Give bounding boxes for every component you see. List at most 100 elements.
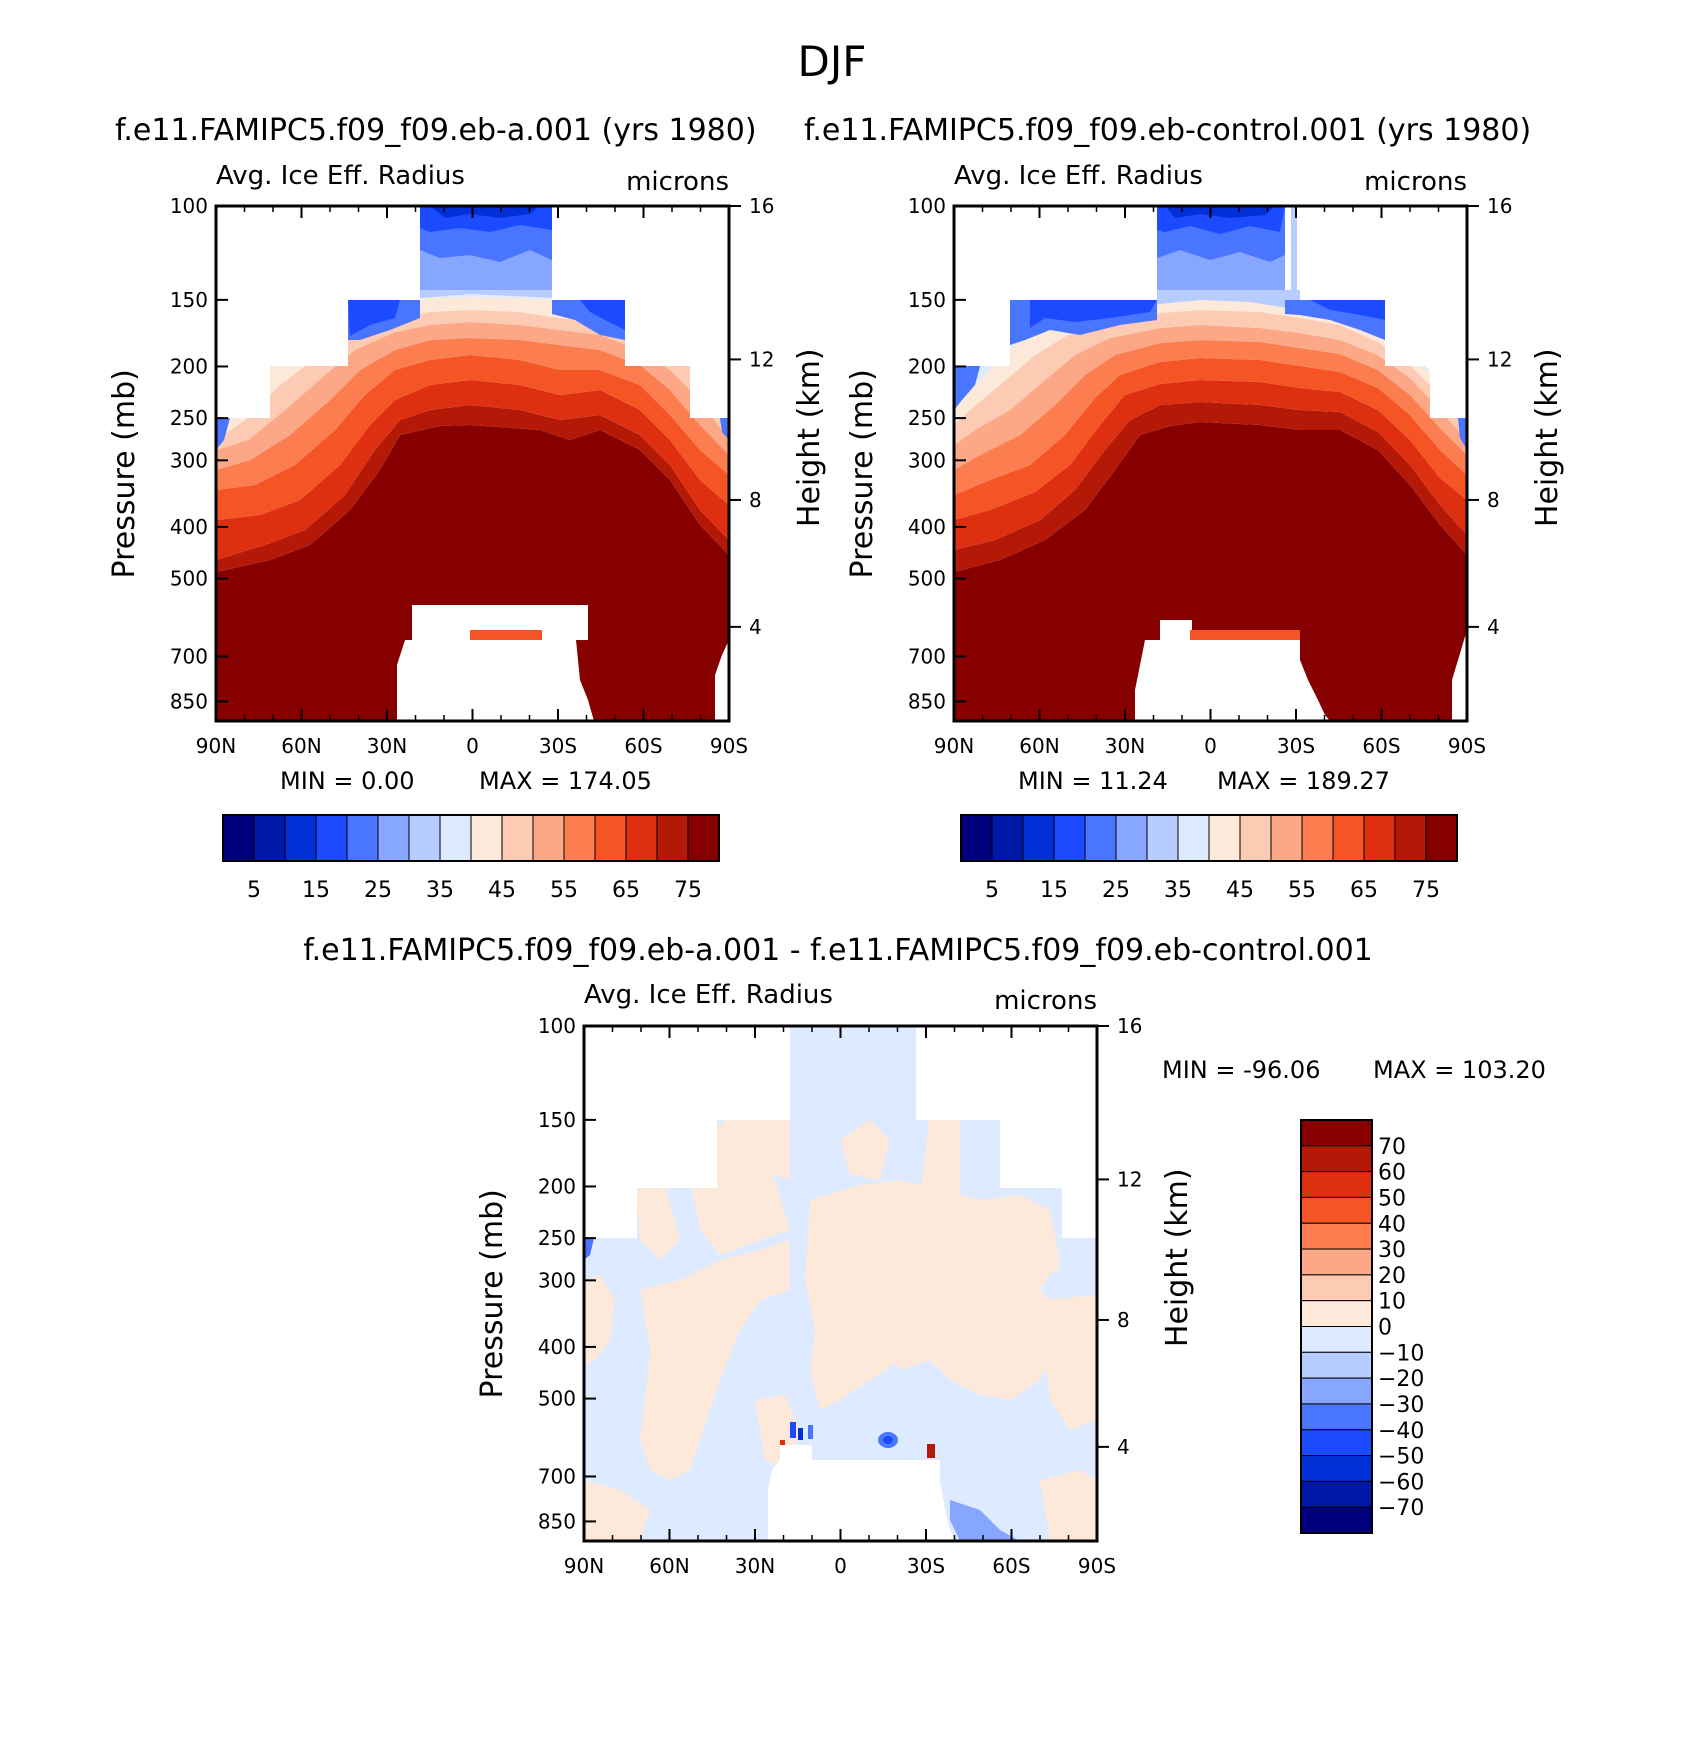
x-tick-label: 60N — [1019, 734, 1059, 758]
x-tick-label: 90S — [710, 734, 748, 758]
panel-2-level-45 — [954, 340, 1467, 495]
colorbar-cell — [1208, 814, 1241, 862]
panel-2-side-dark-right — [1310, 300, 1385, 320]
panel-1-plot-area — [216, 206, 729, 721]
panel-3-max-text: MAX = 103.20 — [1373, 1056, 1546, 1084]
panel-3-pos-patch-5 — [720, 1110, 790, 1180]
panel-1-level-60 — [216, 380, 729, 560]
colorbar-cell — [1425, 814, 1458, 862]
y-right-tick-label: 4 — [1487, 615, 1500, 639]
x-tick-label: 90N — [934, 734, 974, 758]
colorbar-cell — [563, 814, 596, 862]
panel-3-pos-patch-8 — [1040, 1295, 1097, 1430]
colorbar-label: 75 — [674, 878, 702, 903]
colorbar-label: 65 — [612, 878, 640, 903]
colorbar-cell — [991, 814, 1024, 862]
panel-3-pos-patch-1 — [584, 1275, 615, 1365]
y-tick-label: 300 — [908, 448, 946, 472]
colorbar-frame — [1300, 1119, 1373, 1534]
x-tick-label: 30N — [1105, 734, 1145, 758]
colorbar-cell — [1115, 814, 1148, 862]
panel-2-blue-sliver — [1291, 206, 1297, 290]
colorbar-layer: 5 15 25 35 45 55 65 75 MIN = 0.00 MAX = 174.05 5 15… — [222, 767, 1458, 1534]
panel-1-side-dark-left — [348, 300, 400, 336]
panel-2-level-0 — [1165, 206, 1275, 218]
panel-3-title: f.e11.FAMIPC5.f09_f09.eb-a.001 - f.e11.F… — [303, 933, 1373, 968]
y-right-axis-label: Height (km) — [1160, 1168, 1195, 1347]
colorbar-cell — [253, 814, 286, 862]
y-right-tick-label: 8 — [1487, 488, 1500, 512]
y-right-tick-label: 8 — [749, 488, 762, 512]
y-right-tick-label: 12 — [1487, 347, 1512, 371]
panel-2-right-string: microns — [1364, 167, 1467, 197]
panel-3-blue-spot-1 — [790, 1422, 796, 1438]
max-text: MAX = 189.27 — [1217, 767, 1390, 795]
colorbar-label: −20 — [1378, 1367, 1424, 1392]
panel-3-axes: 90N 60N 30N 0 30S 60S 90S 100 150 200 250 300 400 500… — [475, 1014, 1195, 1578]
panel-2-missing-sliver — [1297, 206, 1305, 290]
panel-2-plot-area — [954, 206, 1467, 721]
panel-2-far-right-blue — [1458, 418, 1467, 450]
panel-1-left-string: Avg. Ice Eff. Radius — [216, 161, 465, 191]
panel-1-missing-top-right — [552, 206, 729, 418]
panel-1-level-55 — [216, 355, 729, 520]
x-tick-label: 60S — [1362, 734, 1400, 758]
panel-2-level-75 — [954, 422, 1467, 721]
x-tick-label: 30S — [907, 1554, 945, 1578]
colorbar-label: 15 — [1040, 878, 1068, 903]
colorbar-cell — [315, 814, 348, 862]
panel-2-colorbar: 5 15 25 35 45 55 65 75 MIN = 11.24 MAX = 189.27 — [960, 767, 1458, 903]
y-tick-label: 850 — [538, 1509, 576, 1533]
colorbar-cell — [1300, 1480, 1373, 1508]
panel-1-edge-right — [720, 418, 729, 440]
y-right-tick-label: 8 — [1117, 1308, 1130, 1332]
panel-1-right-string: microns — [626, 167, 729, 197]
colorbar-cell — [1332, 814, 1365, 862]
colorbar-cell — [1300, 1248, 1373, 1276]
colorbar-cell — [1300, 1351, 1373, 1379]
y-tick-label: 400 — [908, 515, 946, 539]
x-tick-label: 60N — [281, 734, 321, 758]
y-tick-label: 200 — [538, 1174, 576, 1198]
y-right-tick-label: 16 — [1487, 194, 1512, 218]
y-tick-label: 400 — [538, 1335, 576, 1359]
y-tick-label: 150 — [538, 1108, 576, 1132]
x-tick-label: 90S — [1448, 734, 1486, 758]
x-tick-label: 0 — [1204, 734, 1217, 758]
colorbar-cell — [1363, 814, 1396, 862]
y-right-tick-label: 16 — [749, 194, 774, 218]
panel-2-far-left-blue — [954, 366, 980, 410]
y-tick-label: 700 — [908, 644, 946, 668]
panel-2-level-60 — [954, 380, 1467, 550]
colorbar-label: 25 — [364, 878, 392, 903]
colorbar-cell — [625, 814, 658, 862]
colorbar-label: −40 — [1378, 1419, 1424, 1444]
colorbar-cell — [408, 814, 441, 862]
min-text: MIN = 11.24 — [1018, 767, 1168, 795]
panel-3-missing-bottom — [768, 1445, 955, 1541]
y-tick-label: 200 — [908, 354, 946, 378]
colorbar-cell — [439, 814, 472, 862]
colorbar-label: 45 — [488, 878, 516, 903]
colorbar-cell — [1177, 814, 1210, 862]
colorbar-label: 5 — [985, 878, 999, 903]
colorbar-cell — [1300, 1506, 1373, 1534]
colorbar-label: 35 — [1164, 878, 1192, 903]
colorbar-cell — [1300, 1222, 1373, 1250]
colorbar-cell — [284, 814, 317, 862]
colorbar-cell — [346, 814, 379, 862]
colorbar-label: 5 — [247, 878, 261, 903]
colorbar-cell — [1300, 1455, 1373, 1482]
colorbar-label: 20 — [1378, 1264, 1406, 1289]
colorbar-label: 55 — [1288, 878, 1316, 903]
x-tick-label: 60S — [992, 1554, 1030, 1578]
colorbar-cell — [656, 814, 689, 862]
panel-2-level-55 — [954, 358, 1467, 520]
colorbar-cell — [532, 814, 565, 862]
y-right-tick-label: 12 — [1117, 1167, 1142, 1191]
colorbar-label: −30 — [1378, 1393, 1424, 1418]
y-tick-label: 700 — [538, 1464, 576, 1488]
y-tick-label: 100 — [908, 194, 946, 218]
panel-2-mountain-fringe — [1190, 630, 1300, 640]
